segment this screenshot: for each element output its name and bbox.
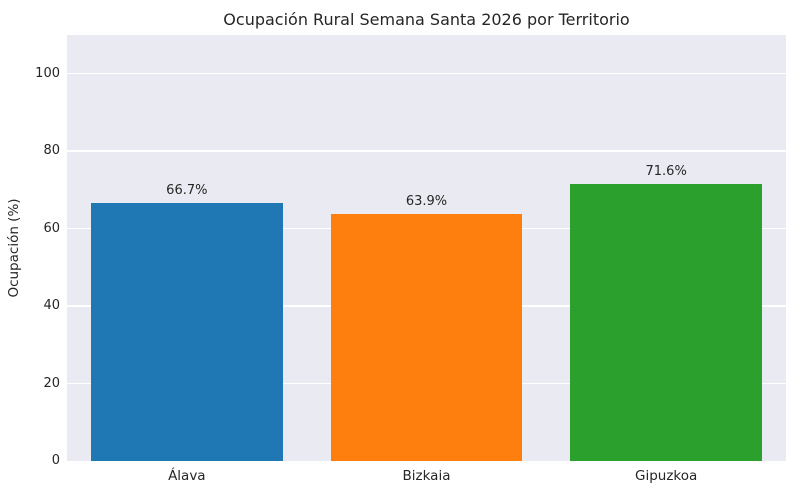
bar-gipuzkoa [570, 183, 763, 461]
gridline [67, 73, 786, 75]
y-tick-label: 80 [43, 143, 60, 159]
bar-value-label: 66.7% [166, 182, 208, 198]
chart-title: Ocupación Rural Semana Santa 2026 por Te… [223, 10, 630, 29]
y-axis-label: Ocupación (%) [6, 198, 22, 298]
y-tick-label: 100 [35, 65, 60, 81]
x-tick-label: Bizkaia [402, 468, 451, 484]
gridline [67, 150, 786, 152]
y-tick-label: 40 [43, 298, 60, 314]
bar-value-label: 71.6% [645, 163, 687, 179]
x-tick-label: Gipuzkoa [635, 468, 698, 484]
y-tick-label: 0 [51, 453, 60, 468]
y-tick-label: 20 [43, 375, 60, 391]
bar-bizkaia [330, 213, 523, 461]
x-tick-label: Álava [168, 468, 206, 484]
y-tick-label: 60 [43, 220, 60, 236]
plot-area: 66.7% 63.9% 71.6% [67, 35, 786, 461]
bar-álava [90, 202, 283, 461]
bar-value-label: 63.9% [405, 193, 448, 209]
